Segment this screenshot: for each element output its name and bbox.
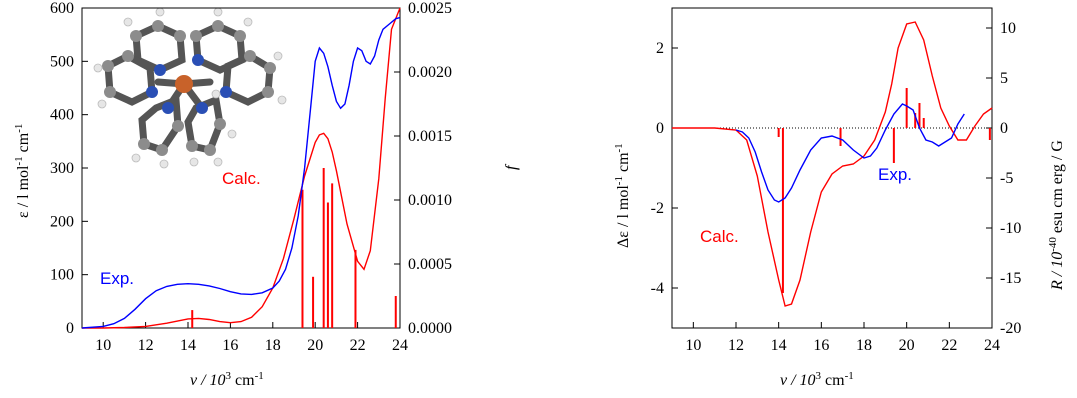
absorption-x-tick-label: 24: [392, 337, 408, 354]
absorption-y2-tick-label: 0.0010: [408, 192, 452, 209]
cd-x-axis-label: ν / 103 cm-1: [780, 370, 854, 389]
cd-y2-tick-label: -15: [1000, 270, 1021, 287]
cd-y2-tick-label: 5: [1000, 70, 1008, 87]
absorption-calc-curve: [82, 7, 401, 329]
absorption-y-tick-label: 400: [50, 107, 74, 124]
absorption-y-tick-label: 500: [50, 53, 74, 70]
cd-x-tick-label: 18: [856, 337, 872, 354]
absorption-right-ticks: 0.0000 0.0005 0.0010 0.0015 0.0020 0.0025: [394, 0, 452, 337]
absorption-y-tick-label: 0: [66, 320, 74, 337]
cd-plot-frame: [671, 7, 993, 329]
cd-y2-tick-label: -10: [1000, 220, 1021, 237]
absorption-exp-curve: [81, 16, 401, 329]
absorption-oscillator-sticks: [191, 168, 397, 328]
absorption-y-axis-label: ε / l mol-1 cm-1: [13, 124, 32, 218]
cd-calc-label: Calc.: [700, 227, 739, 246]
cd-y-tick-label: 2: [656, 40, 664, 57]
cd-calc-curve: [672, 21, 993, 307]
cd-rotatory-strength-sticks: [777, 88, 991, 293]
absorption-x-tick-label: 16: [222, 337, 238, 354]
cd-exp-label: Exp.: [878, 165, 912, 184]
absorption-y-tick-label: 600: [50, 0, 74, 17]
absorption-y2-tick-label: 0.0025: [408, 0, 452, 17]
cd-x-tick-label: 12: [728, 337, 744, 354]
cd-y2-tick-label: -20: [1000, 320, 1021, 337]
absorption-y2-axis-label: f: [503, 163, 520, 170]
absorption-left-ticks: 0 100 200 300 400 500 600: [50, 0, 88, 337]
cd-x-tick-label: 20: [899, 337, 915, 354]
absorption-x-tick-label: 18: [265, 337, 281, 354]
cd-y2-tick-label: 0: [1000, 120, 1008, 137]
absorption-y2-tick-label: 0.0005: [408, 256, 452, 273]
cd-x-ticks: 10 12 14 16 18 20 22 24: [685, 322, 1000, 354]
absorption-y-tick-label: 200: [50, 213, 74, 230]
molecule-inset: [93, 7, 287, 169]
cd-x-tick-label: 24: [984, 337, 1000, 354]
cd-y2-tick-label: 10: [1000, 20, 1016, 37]
absorption-x-tick-label: 14: [180, 337, 196, 354]
absorption-y-tick-label: 300: [50, 160, 74, 177]
cd-y-axis-label: Δε / l mol-1 cm-1: [613, 143, 632, 248]
cd-y2-tick-label: -5: [1000, 170, 1013, 187]
absorption-x-ticks: 10 12 14 16 18 20 22 24: [95, 322, 408, 354]
cd-x-tick-label: 10: [685, 337, 701, 354]
cd-x-tick-label: 16: [813, 337, 829, 354]
cd-x-tick-label: 14: [771, 337, 787, 354]
cd-y-tick-label: -2: [651, 200, 664, 217]
absorption-y2-tick-label: 0.0015: [408, 128, 452, 145]
cd-left-ticks: -4 -2 0 2: [651, 40, 678, 297]
cd-y2-axis-label: R / 10-40 esu cm erg / G: [1047, 140, 1066, 291]
cd-y-tick-label: -4: [651, 280, 664, 297]
cd-right-ticks: -20 -15 -10 -5 0 5 10: [986, 20, 1021, 337]
absorption-y2-tick-label: 0.0000: [408, 320, 452, 337]
absorption-y-tick-label: 100: [50, 267, 74, 284]
absorption-calc-label: Calc.: [222, 169, 261, 188]
absorption-x-tick-label: 22: [350, 337, 366, 354]
cd-y-tick-label: 0: [656, 120, 664, 137]
absorption-x-axis-label: ν / 103 cm-1: [190, 370, 264, 389]
absorption-x-tick-label: 12: [138, 337, 154, 354]
cd-exp-curve: [735, 103, 965, 203]
absorption-exp-label: Exp.: [100, 269, 134, 288]
absorption-y2-tick-label: 0.0020: [408, 64, 452, 81]
cd-x-tick-label: 22: [941, 337, 957, 354]
absorption-x-tick-label: 10: [95, 337, 111, 354]
absorption-x-tick-label: 20: [307, 337, 323, 354]
